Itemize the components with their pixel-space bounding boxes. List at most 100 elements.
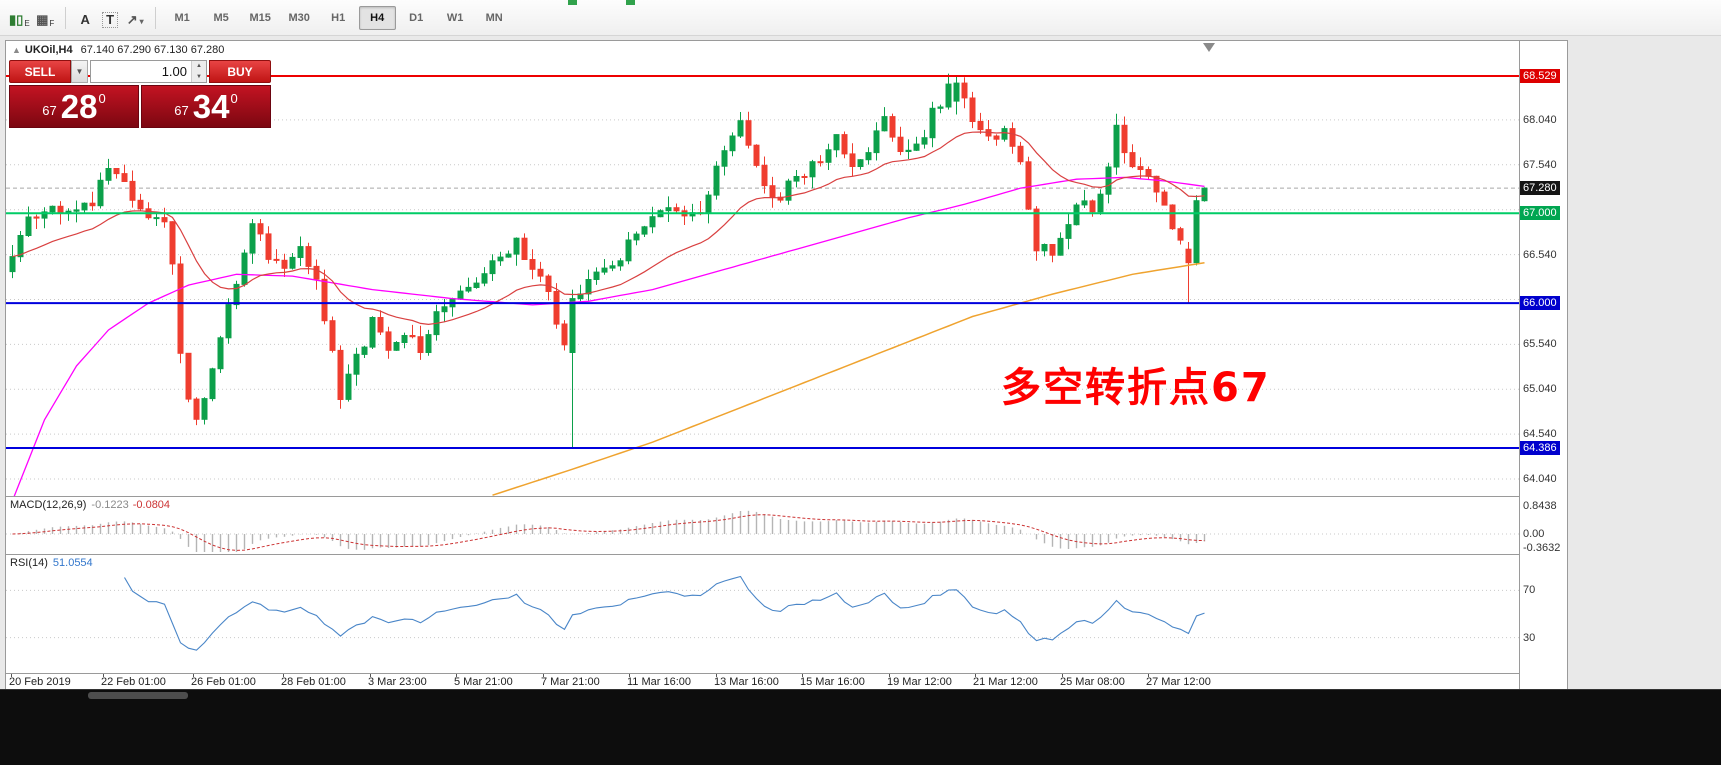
rsi-axis-70: 70 <box>1523 584 1536 596</box>
label-tool-icon-glyph: T <box>102 11 119 28</box>
tf-button-m1[interactable]: M1 <box>174 11 190 24</box>
rsi-name: RSI(14) <box>10 557 48 569</box>
tf-button-d1[interactable]: D1 <box>409 11 424 24</box>
tool-group-charts: ▮▯ E ▦ F <box>6 6 58 30</box>
sell-button[interactable]: SELL <box>9 60 71 83</box>
horizontal-scrollbar-thumb[interactable] <box>88 692 188 699</box>
panel-divider[interactable] <box>6 496 1567 497</box>
time-axis-tick <box>11 674 12 677</box>
label-tool-icon[interactable]: T <box>98 6 123 30</box>
volume-spinner: ▲ ▼ <box>191 61 206 82</box>
macd-signal-value: -0.0804 <box>132 499 171 511</box>
chart-annotation-text: 多空转折点67 <box>1001 365 1271 411</box>
time-axis[interactable]: 20 Feb 2019 22 Feb 01:00 26 Feb 01:00 28 Fe… <box>6 674 1519 689</box>
buy-button[interactable]: BUY <box>209 60 271 83</box>
time-axis-label: 22 Feb 01:00 <box>101 676 166 688</box>
time-axis-tick <box>283 674 284 677</box>
time-axis-label: 21 Mar 12:00 <box>973 676 1038 688</box>
price-badge: 67.000 <box>1520 206 1560 220</box>
price-grid-label: 65.040 <box>1523 383 1557 395</box>
cropped-toolbar-artifact <box>568 0 577 5</box>
chart-candles-icon-glyph: ▮▯ <box>9 11 24 27</box>
price-grid-label: 68.040 <box>1523 114 1557 126</box>
price-badge: 67.280 <box>1520 181 1560 195</box>
ask-price-major: 67 <box>174 103 189 118</box>
symbol-period-label: UKOil,H4 <box>24 44 73 56</box>
time-axis-label: 26 Feb 01:00 <box>191 676 256 688</box>
ohlc-readout: 67.140 67.290 67.130 67.280 <box>80 44 225 56</box>
data-grid-icon[interactable]: ▦ F <box>36 11 55 28</box>
tf-button-m30[interactable]: M30 <box>288 11 310 24</box>
time-axis-tick <box>889 674 890 677</box>
volume-input[interactable]: 1.00 ▲ ▼ <box>90 60 207 83</box>
text-tool-icon[interactable]: A <box>73 6 98 30</box>
macd-axis-zero: 0.00 <box>1523 528 1545 540</box>
time-axis-tick <box>103 674 104 677</box>
macd-axis-min: -0.3632 <box>1523 542 1561 554</box>
time-axis-label: 7 Mar 21:00 <box>541 676 600 688</box>
price-grid-label: 67.540 <box>1523 159 1557 171</box>
bottom-bar <box>0 689 1721 765</box>
bid-price-point: 0 <box>98 91 106 106</box>
price-grid-label: 64.040 <box>1523 473 1557 485</box>
candlestick-chart[interactable] <box>6 41 1519 496</box>
panel-divider[interactable] <box>6 554 1567 555</box>
panel-collapse-icon[interactable]: ▲ <box>12 45 21 55</box>
tf-button-w1[interactable]: W1 <box>446 11 464 24</box>
price-grid-label: 66.540 <box>1523 249 1557 261</box>
volume-dropdown-caret[interactable]: ▼ <box>71 60 88 83</box>
time-axis-tick <box>193 674 194 677</box>
bid-price-tile[interactable]: 67 28 0 <box>9 85 139 128</box>
time-axis-tick <box>543 674 544 677</box>
ask-price-pips: 34 <box>192 88 230 125</box>
macd-label: MACD(12,26,9) -0.1223 -0.0804 <box>10 499 170 511</box>
rsi-axis-30: 30 <box>1523 632 1536 644</box>
tf-button-h1[interactable]: H1 <box>331 11 346 24</box>
one-click-trading-panel: SELL ▼ 1.00 ▲ ▼ BUY 67 28 0 67 34 0 <box>9 60 271 128</box>
time-axis-label: 27 Mar 12:00 <box>1146 676 1211 688</box>
ask-price-point: 0 <box>230 91 238 106</box>
toolbar-separator <box>64 6 66 29</box>
time-axis-tick <box>456 674 457 677</box>
arrow-tool-icon-glyph: ↗ <box>126 11 138 27</box>
candles <box>9 73 1208 448</box>
volume-up-icon[interactable]: ▲ <box>192 61 206 72</box>
time-axis-label: 25 Mar 08:00 <box>1060 676 1125 688</box>
ma-red <box>12 131 1205 326</box>
macd-panel <box>6 510 1519 552</box>
price-badge: 64.386 <box>1520 441 1560 455</box>
macd-name: MACD(12,26,9) <box>10 499 87 511</box>
rsi-label: RSI(14) 51.0554 <box>10 557 93 569</box>
price-axis[interactable]: 0.8438 0.00 -0.3632 70 30 68.040 67.540 66… <box>1519 41 1567 689</box>
time-axis-tick <box>975 674 976 677</box>
ma-orange <box>492 261 1205 496</box>
time-axis-label: 15 Mar 16:00 <box>800 676 865 688</box>
time-axis-tick <box>629 674 630 677</box>
volume-down-icon[interactable]: ▼ <box>192 71 206 82</box>
ask-price-tile[interactable]: 67 34 0 <box>141 85 271 128</box>
dropdown-caret-icon[interactable]: ▾ <box>139 16 144 26</box>
cropped-toolbar-artifact <box>626 0 635 5</box>
grid-lines <box>6 119 1519 480</box>
rsi-line <box>124 575 1205 651</box>
tf-button-h4[interactable]: H4 <box>358 5 396 30</box>
arrow-tool-icon[interactable]: ↗ ▾ <box>123 6 148 30</box>
timeframe-group: M1 M5 M15 M30 H1 H4 D1 W1 MN <box>163 5 514 30</box>
data-grid-icon-glyph: ▦ <box>36 11 49 27</box>
tf-button-mn[interactable]: MN <box>485 11 503 24</box>
main-toolbar: ▮▯ E ▦ F A T ↗ ▾ M1 M5 M15 M30 H1 H4 D1 W1 MN <box>0 0 1721 36</box>
chart-shift-marker <box>1203 43 1215 52</box>
time-axis-tick <box>1062 674 1063 677</box>
price-badge: 68.529 <box>1520 69 1560 83</box>
text-tool-icon-glyph: A <box>80 11 90 27</box>
time-axis-tick <box>370 674 371 677</box>
time-axis-tick <box>716 674 717 677</box>
tf-button-m5[interactable]: M5 <box>213 11 229 24</box>
toolbar-separator <box>154 6 156 29</box>
panel-divider <box>6 673 1567 674</box>
tf-button-m15[interactable]: M15 <box>249 11 271 24</box>
macd-axis-max: 0.8438 <box>1523 500 1557 512</box>
chart-candles-icon[interactable]: ▮▯ E <box>9 11 30 28</box>
time-axis-label: 20 Feb 2019 <box>9 676 71 688</box>
bid-price-major: 67 <box>42 103 57 118</box>
